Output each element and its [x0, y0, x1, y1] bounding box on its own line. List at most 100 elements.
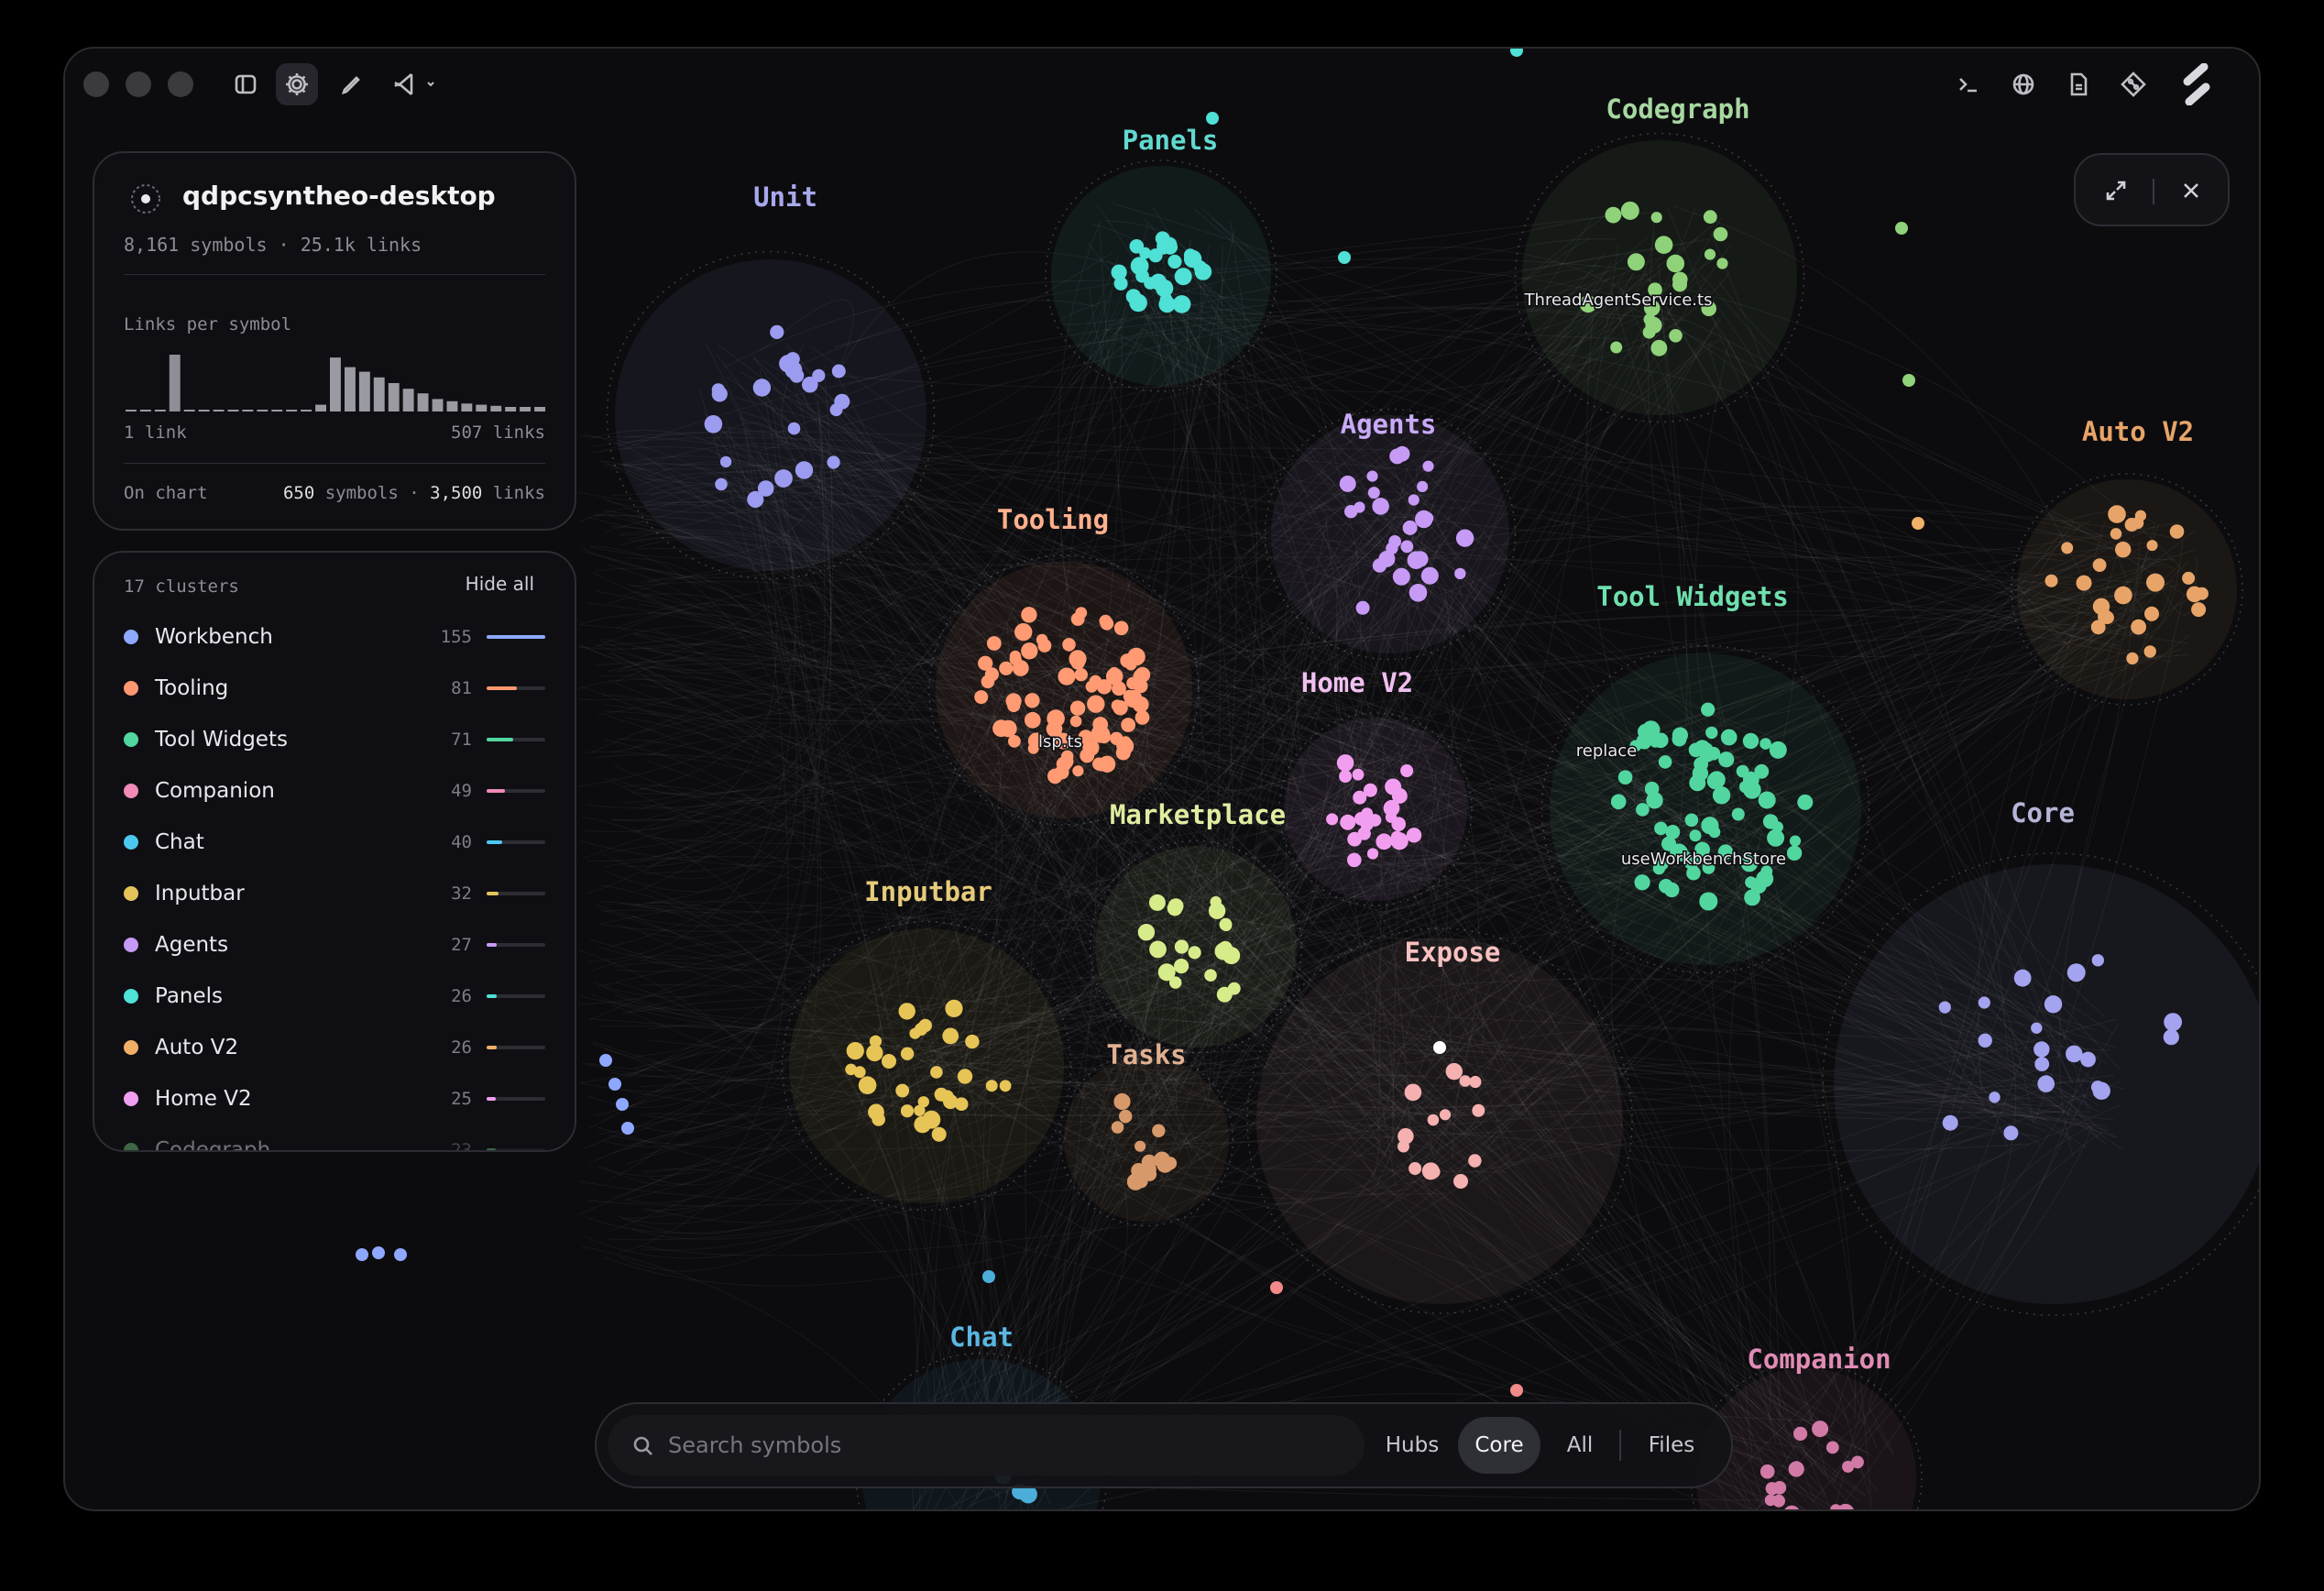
mode-all[interactable]: All [1566, 1433, 1594, 1457]
graph-node[interactable] [1347, 852, 1362, 868]
graph-node[interactable] [1174, 939, 1189, 954]
graph-node[interactable] [1129, 239, 1145, 254]
graph-node[interactable] [1142, 1167, 1157, 1181]
graph-node[interactable] [1352, 768, 1365, 781]
git-icon[interactable] [2112, 63, 2154, 105]
cluster-label[interactable]: Home V2 [1301, 667, 1413, 698]
graph-node[interactable] [914, 1115, 931, 1134]
graph-node[interactable] [2013, 969, 2032, 987]
graph-node[interactable] [715, 477, 728, 491]
graph-node[interactable] [882, 1054, 896, 1069]
graph-node[interactable] [1912, 517, 1924, 530]
graph-node[interactable] [1742, 732, 1759, 750]
graph-node[interactable] [1208, 902, 1226, 919]
graph-node[interactable] [1037, 639, 1052, 653]
graph-node[interactable] [846, 1042, 864, 1060]
graph-node[interactable] [1942, 1114, 1958, 1131]
graph-node[interactable] [1087, 695, 1105, 713]
graph-node[interactable] [999, 1080, 1012, 1092]
graph-node[interactable] [1700, 742, 1713, 755]
graph-node[interactable] [1902, 374, 1915, 387]
graph-node[interactable] [785, 352, 800, 367]
graph-node[interactable] [1152, 1124, 1166, 1138]
graph-node[interactable] [1789, 835, 1802, 847]
graph-node[interactable] [1769, 741, 1787, 759]
graph-node[interactable] [2003, 1125, 2019, 1141]
graph-node[interactable] [2092, 558, 2107, 572]
graph-node[interactable] [858, 1076, 877, 1094]
graph-node[interactable] [869, 1035, 882, 1048]
close-window-button[interactable] [83, 71, 109, 97]
mode-core[interactable]: Core [1458, 1417, 1540, 1474]
graph-node[interactable] [1156, 280, 1174, 298]
graph-node[interactable] [1069, 700, 1086, 716]
graph-node[interactable] [1454, 567, 1466, 580]
graph-node[interactable] [1648, 282, 1662, 297]
graph-node[interactable] [2034, 1057, 2050, 1071]
graph-node[interactable] [2090, 1081, 2105, 1094]
cluster-label[interactable]: Tooling [997, 504, 1109, 535]
graph-node[interactable] [981, 675, 995, 689]
graph-node[interactable] [1654, 821, 1668, 836]
graph-node[interactable] [986, 636, 1002, 651]
graph-node[interactable] [1394, 445, 1410, 462]
graph-node[interactable] [1167, 254, 1182, 269]
graph-node[interactable] [1812, 1421, 1829, 1438]
graph-node[interactable] [1069, 650, 1087, 668]
graph-node[interactable] [1390, 830, 1403, 843]
graph-node[interactable] [1372, 498, 1389, 515]
graph-node[interactable] [1771, 821, 1783, 833]
graph-node[interactable] [1113, 700, 1128, 716]
graph-node[interactable] [931, 1126, 947, 1142]
graph-node[interactable] [747, 490, 764, 509]
graph-node[interactable] [1398, 1128, 1414, 1145]
graph-node[interactable] [1759, 738, 1771, 750]
graph-node[interactable] [1665, 825, 1681, 839]
graph-node[interactable] [1131, 1163, 1146, 1179]
graph-node[interactable] [1455, 529, 1474, 547]
graph-node[interactable] [704, 415, 723, 433]
graph-node[interactable] [1620, 201, 1639, 220]
graph-node[interactable] [1172, 295, 1191, 313]
graph-node[interactable] [812, 368, 826, 382]
graph-node[interactable] [866, 1044, 883, 1062]
graph-node[interactable] [1772, 1481, 1787, 1495]
graph-node[interactable] [1978, 996, 1990, 1009]
graph-node[interactable] [1978, 1033, 1992, 1048]
graph-node[interactable] [1610, 794, 1627, 810]
graph-node[interactable] [1650, 736, 1661, 748]
search-input[interactable] [666, 1424, 1330, 1466]
graph-node[interactable] [1772, 1494, 1785, 1508]
graph-node[interactable] [1113, 276, 1128, 291]
graph-node[interactable] [1510, 49, 1523, 57]
graph-node[interactable] [2061, 542, 2074, 554]
graph-node[interactable] [1421, 512, 1434, 524]
cluster-row-inputbar[interactable]: Inputbar 32 [124, 875, 545, 912]
graph-node[interactable] [789, 368, 805, 383]
cluster-label[interactable]: Panels [1123, 125, 1219, 156]
graph-node[interactable] [1705, 726, 1718, 740]
cluster-row-workbench[interactable]: Workbench 155 [124, 619, 545, 655]
graph-node[interactable] [1754, 763, 1770, 779]
cluster-label[interactable]: Expose [1405, 937, 1501, 968]
graph-node[interactable] [1163, 1157, 1178, 1170]
terminal-icon[interactable] [1947, 63, 1990, 105]
graph-node[interactable] [608, 1078, 621, 1091]
graph-node[interactable] [1402, 520, 1418, 535]
graph-node[interactable] [1069, 715, 1082, 728]
cluster-label[interactable]: Core [2011, 797, 2075, 828]
graph-node[interactable] [2182, 571, 2196, 585]
graph-node[interactable] [945, 999, 963, 1017]
graph-node[interactable] [954, 1097, 969, 1111]
graph-node[interactable] [1167, 900, 1183, 916]
graph-node[interactable] [1760, 865, 1773, 878]
graph-node[interactable] [2066, 1045, 2083, 1063]
graph-node[interactable] [1388, 535, 1401, 548]
graph-node[interactable] [1089, 675, 1102, 688]
graph-node[interactable] [2131, 619, 2147, 635]
graph-node[interactable] [1367, 487, 1380, 499]
graph-node[interactable] [853, 1066, 866, 1079]
graph-node[interactable] [1219, 917, 1233, 931]
graph-node[interactable] [1025, 693, 1040, 708]
graph-node[interactable] [2169, 524, 2185, 539]
